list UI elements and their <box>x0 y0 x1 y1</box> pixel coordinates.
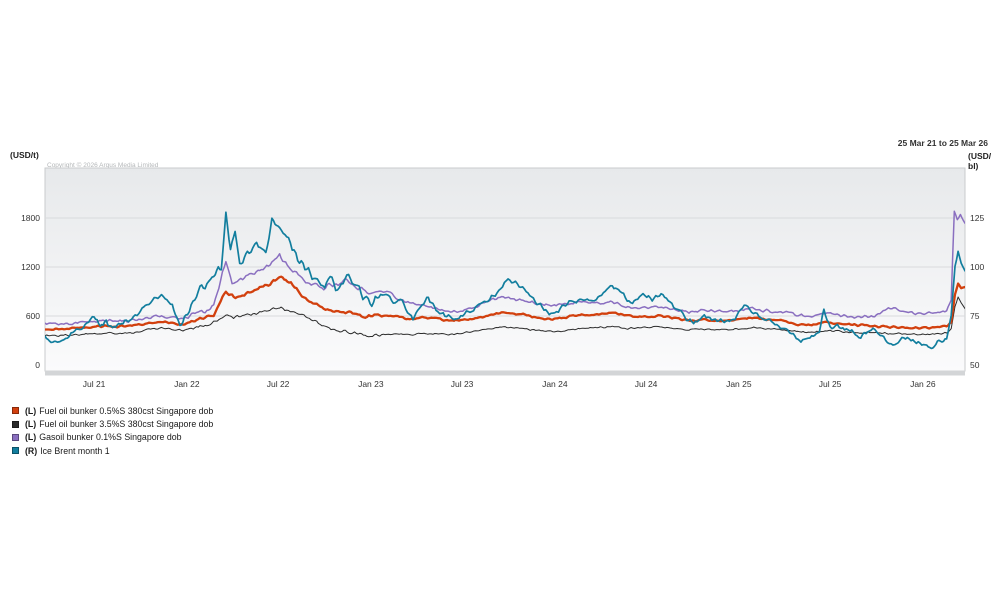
legend-item: (R) Ice Brent month 1 <box>12 444 213 457</box>
x-axis-tick: Jan 22 <box>174 379 200 389</box>
x-axis-tick: Jan 23 <box>358 379 384 389</box>
legend-item: (L) Fuel oil bunker 3.5%S 380cst Singapor… <box>12 417 213 430</box>
x-axis-band <box>45 370 965 376</box>
series-line-3 <box>45 211 965 350</box>
right-axis-tick: 75 <box>970 311 980 321</box>
copyright-text: Copyright © 2026 Argus Media Limited <box>47 162 159 169</box>
x-axis-tick: Jul 25 <box>818 379 842 389</box>
right-axis-unit-label: (USD/bl) <box>968 151 992 171</box>
right-axis-tick: 100 <box>970 262 985 272</box>
left-axis-tick: 1800 <box>21 213 40 223</box>
series-line-1 <box>45 296 965 338</box>
right-axis-tick: 50 <box>970 360 980 370</box>
chart-legend: (L) Fuel oil bunker 0.5%S 380cst Singapor… <box>12 404 213 458</box>
legend-color-swatch <box>12 433 19 441</box>
legend-label: (R) Ice Brent month 1 <box>25 445 110 456</box>
left-axis-tick: 600 <box>25 311 40 321</box>
left-axis-tick: 0 <box>35 360 40 370</box>
legend-color-swatch <box>12 447 19 455</box>
plot-area <box>44 167 966 372</box>
legend-item: (L) Gasoil bunker 0.1%S Singapore dob <box>12 431 213 444</box>
right-axis-tick: 125 <box>970 213 985 223</box>
legend-label: (L) Fuel oil bunker 0.5%S 380cst Singapor… <box>25 405 214 416</box>
x-axis-tick: Jul 21 <box>82 379 106 389</box>
left-axis-unit-label: (USD/t) <box>10 150 39 160</box>
left-axis-tick: 1200 <box>21 262 40 272</box>
legend-item: (L) Fuel oil bunker 0.5%S 380cst Singapor… <box>12 404 213 417</box>
x-axis-tick: Jul 23 <box>450 379 474 389</box>
x-axis-tick: Jul 24 <box>634 379 658 389</box>
date-range-label: 25 Mar 21 to 25 Mar 26 <box>897 138 988 148</box>
x-axis-tick: Jul 22 <box>266 379 290 389</box>
series-line-2 <box>45 210 965 326</box>
legend-label: (L) Fuel oil bunker 3.5%S 380cst Singapor… <box>25 419 214 430</box>
legend-color-swatch <box>12 420 19 428</box>
x-axis-tick: Jan 25 <box>726 379 752 389</box>
legend-color-swatch <box>12 407 19 415</box>
x-axis-tick: Jan 24 <box>542 379 568 389</box>
x-axis-tick: Jan 26 <box>910 379 936 389</box>
legend-label: (L) Gasoil bunker 0.1%S Singapore dob <box>25 432 182 443</box>
series-line-0 <box>45 275 965 331</box>
